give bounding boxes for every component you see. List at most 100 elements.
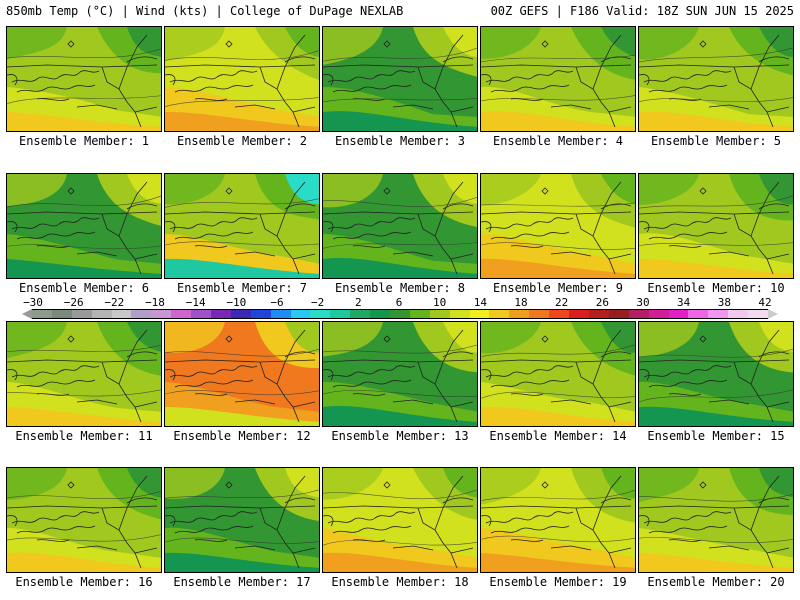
colorbar-swatch	[529, 310, 550, 318]
ensemble-label-8: Ensemble Member: 8	[334, 281, 466, 295]
ensemble-panel-6	[6, 173, 162, 279]
colorbar-tick-label: 10	[433, 296, 447, 309]
colorbar-tick-label: −14	[185, 296, 206, 309]
colorbar-swatch	[489, 310, 510, 318]
colorbar-arrow-left	[22, 309, 32, 319]
ensemble-label-6: Ensemble Member: 6	[18, 281, 150, 295]
colorbar-tick-label: −18	[145, 296, 165, 309]
colorbar-swatch	[549, 310, 570, 318]
ensemble-label-18: Ensemble Member: 18	[331, 575, 469, 589]
ensemble-panel-5	[638, 26, 794, 132]
ensemble-panel-15	[638, 321, 794, 427]
ensemble-label-10: Ensemble Member: 10	[647, 281, 785, 295]
colorbar-tick-label: 18	[514, 296, 528, 309]
ensemble-label-14: Ensemble Member: 14	[489, 429, 627, 443]
colorbar-swatch	[370, 310, 391, 318]
colorbar-swatch	[509, 310, 530, 318]
ensemble-label-17: Ensemble Member: 17	[173, 575, 311, 589]
colorbar-tick-label: 14	[473, 296, 487, 309]
ensemble-panel-17	[164, 467, 320, 573]
ensemble-panel-7	[164, 173, 320, 279]
ensemble-label-12: Ensemble Member: 12	[173, 429, 311, 443]
colorbar-tick-label: −2	[311, 296, 325, 309]
colorbar-swatch	[708, 310, 729, 318]
colorbar-tick-label: 22	[555, 296, 569, 309]
colorbar-tick-label: −10	[226, 296, 247, 309]
colorbar-swatch	[390, 310, 410, 318]
ensemble-panel-19	[480, 467, 636, 573]
ensemble-panel-16	[6, 467, 162, 573]
colorbar-swatch	[429, 310, 450, 318]
colorbar-swatch	[588, 310, 609, 318]
ensemble-panel-18	[322, 467, 478, 573]
ensemble-label-1: Ensemble Member: 1	[18, 134, 150, 148]
colorbar-tick-label: 2	[355, 296, 362, 309]
ensemble-label-7: Ensemble Member: 7	[176, 281, 308, 295]
ensemble-panel-12	[164, 321, 320, 427]
colorbar-swatch	[668, 310, 689, 318]
colorbar-swatch	[469, 310, 490, 318]
colorbar-tick-label: −6	[270, 296, 284, 309]
colorbar-swatch	[32, 310, 52, 318]
ensemble-label-9: Ensemble Member: 9	[492, 281, 624, 295]
ensemble-panel-13	[322, 321, 478, 427]
ensemble-panel-10	[638, 173, 794, 279]
colorbar-swatch	[270, 310, 291, 318]
colorbar-swatch	[171, 310, 192, 318]
ensemble-label-13: Ensemble Member: 13	[331, 429, 469, 443]
header-title: 850mb Temp (°C) | Wind (kts) | College o…	[6, 4, 404, 18]
ensemble-panel-3	[322, 26, 478, 132]
ensemble-panel-11	[6, 321, 162, 427]
ensemble-label-20: Ensemble Member: 20	[647, 575, 785, 589]
colorbar-swatch	[211, 310, 231, 318]
ensemble-label-3: Ensemble Member: 3	[334, 134, 466, 148]
colorbar-swatch	[628, 310, 649, 318]
colorbar-swatch	[648, 310, 669, 318]
colorbar-swatch	[111, 310, 132, 318]
colorbar-swatch	[71, 310, 92, 318]
ensemble-panel-1	[6, 26, 162, 132]
colorbar-swatch	[688, 310, 709, 318]
colorbar-swatch	[310, 310, 331, 318]
colorbar-swatch	[330, 310, 351, 318]
colorbar-tick-label: 26	[595, 296, 609, 309]
colorbar-swatch	[191, 310, 212, 318]
colorbar-swatch	[748, 310, 768, 318]
colorbar-tick-label: 34	[677, 296, 691, 309]
ensemble-label-11: Ensemble Member: 11	[15, 429, 153, 443]
colorbar-swatch	[250, 310, 271, 318]
ensemble-label-15: Ensemble Member: 15	[647, 429, 785, 443]
colorbar-arrow-right	[768, 309, 778, 319]
ensemble-label-16: Ensemble Member: 16	[15, 575, 153, 589]
colorbar-tick-label: 6	[395, 296, 403, 309]
colorbar-swatch	[449, 310, 470, 318]
ensemble-panel-2	[164, 26, 320, 132]
ensemble-panel-14	[480, 321, 636, 427]
colorbar-tick-label: 30	[636, 296, 650, 309]
colorbar-swatch	[230, 310, 251, 318]
colorbar-tick-label: 42	[758, 296, 772, 309]
colorbar-swatch	[290, 310, 311, 318]
colorbar-tick-label: −22	[104, 296, 125, 309]
ensemble-panel-4	[480, 26, 636, 132]
colorbar-swatch	[91, 310, 112, 318]
ensemble-panel-8	[322, 173, 478, 279]
colorbar-swatch	[728, 310, 749, 318]
colorbar	[32, 309, 768, 319]
ensemble-label-5: Ensemble Member: 5	[650, 134, 782, 148]
header-valid-time: 00Z GEFS | F186 Valid: 18Z SUN JUN 15 20…	[490, 4, 794, 18]
colorbar-swatch	[131, 310, 152, 318]
colorbar-tick-label: −26	[63, 296, 84, 309]
ensemble-panel-9	[480, 173, 636, 279]
colorbar-swatch	[569, 310, 589, 318]
colorbar-swatch	[608, 310, 629, 318]
colorbar-tick-label: 38	[717, 296, 731, 309]
colorbar-swatch	[151, 310, 172, 318]
ensemble-label-2: Ensemble Member: 2	[176, 134, 308, 148]
colorbar-swatch	[350, 310, 371, 318]
ensemble-label-4: Ensemble Member: 4	[492, 134, 624, 148]
ensemble-panel-20	[638, 467, 794, 573]
colorbar-tick-label: −30	[23, 296, 43, 309]
ensemble-label-19: Ensemble Member: 19	[489, 575, 627, 589]
colorbar-swatch	[409, 310, 430, 318]
